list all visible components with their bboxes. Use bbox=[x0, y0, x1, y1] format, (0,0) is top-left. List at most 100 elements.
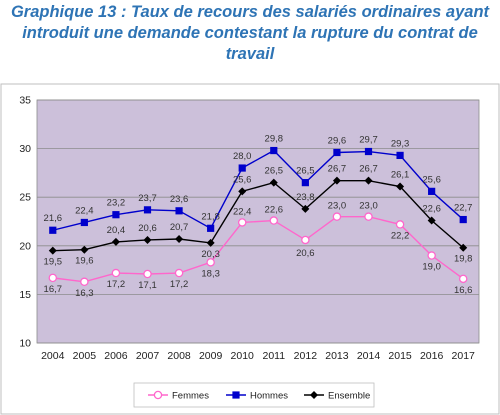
x-tick-label: 2005 bbox=[73, 350, 97, 362]
data-labels: 16,7 16,3 17,2 17,1 17,2 18,3 22,4 22,6 20,6 23,0… bbox=[44, 134, 473, 299]
data-point-ensemble bbox=[459, 243, 468, 252]
data-label-ensemble: 20,4 bbox=[107, 225, 126, 236]
data-point-femmes bbox=[364, 212, 373, 221]
x-tick-label: 2009 bbox=[199, 350, 223, 362]
data-label-ensemble: 19,8 bbox=[454, 254, 473, 265]
data-point-hommes bbox=[364, 147, 373, 156]
series-line-ensemble bbox=[52, 179, 464, 252]
data-point-femmes bbox=[237, 218, 247, 227]
x-tick-label: 2010 bbox=[231, 350, 255, 362]
data-point-femmes bbox=[80, 277, 89, 287]
x-tick-label: 2013 bbox=[325, 350, 349, 362]
data-label-ensemble: 23,8 bbox=[296, 192, 315, 203]
x-tick-label: 2007 bbox=[136, 350, 160, 362]
data-label-hommes: 22,7 bbox=[454, 203, 473, 214]
data-label-ensemble: 22,6 bbox=[422, 204, 441, 215]
y-tick-label: 20 bbox=[19, 240, 31, 252]
data-label-hommes: 23,6 bbox=[170, 194, 189, 205]
data-label-femmes: 22,2 bbox=[391, 230, 410, 241]
legend-box bbox=[133, 382, 375, 408]
x-tick-label: 2006 bbox=[104, 350, 128, 362]
x-tick-label: 2014 bbox=[357, 350, 381, 362]
data-label-femmes: 17,2 bbox=[170, 279, 189, 290]
data-point-femmes bbox=[174, 268, 184, 278]
data-label-hommes: 25,6 bbox=[422, 174, 441, 185]
data-point-femmes bbox=[206, 258, 215, 267]
data-point-ensemble bbox=[238, 187, 247, 196]
data-label-ensemble: 20,3 bbox=[201, 249, 220, 260]
grid bbox=[37, 99, 479, 344]
data-label-ensemble: 26,7 bbox=[328, 164, 347, 175]
data-label-hommes: 23,7 bbox=[138, 193, 157, 204]
data-point-hommes bbox=[238, 164, 246, 172]
data-point-hommes bbox=[333, 148, 341, 157]
data-point-ensemble bbox=[206, 238, 215, 247]
data-label-hommes: 21,6 bbox=[44, 213, 63, 224]
x-tick-label: 2008 bbox=[167, 350, 191, 362]
data-point-femmes bbox=[332, 212, 342, 221]
data-point-hommes bbox=[49, 226, 57, 234]
data-label-ensemble: 19,6 bbox=[75, 256, 94, 267]
data-point-ensemble bbox=[175, 234, 184, 243]
data-point-femmes bbox=[395, 220, 405, 229]
data-label-femmes: 16,3 bbox=[75, 288, 94, 299]
data-label-femmes: 19,0 bbox=[422, 262, 441, 273]
x-tick-label: 2011 bbox=[262, 350, 285, 362]
data-label-hommes: 29,3 bbox=[391, 138, 410, 149]
data-point-ensemble bbox=[48, 246, 57, 255]
legend: Femmes Hommes Ensemble bbox=[148, 391, 370, 402]
data-label-hommes: 29,6 bbox=[328, 135, 347, 146]
data-label-femmes: 17,1 bbox=[138, 280, 157, 291]
x-tick-label: 2012 bbox=[294, 350, 318, 362]
data-point-hommes bbox=[396, 151, 404, 160]
data-label-hommes: 21,8 bbox=[201, 211, 220, 222]
legend-label-femmes: Femmes bbox=[172, 391, 209, 402]
x-tick-label: 2004 bbox=[41, 350, 65, 362]
data-point-femmes bbox=[48, 273, 58, 283]
data-point-femmes bbox=[111, 268, 121, 278]
data-label-hommes: 28,0 bbox=[233, 151, 252, 162]
data-point-ensemble bbox=[80, 245, 89, 254]
data-label-hommes: 23,2 bbox=[107, 198, 126, 209]
series-group bbox=[48, 146, 468, 287]
data-point-femmes bbox=[301, 235, 310, 245]
data-label-femmes: 23,0 bbox=[328, 201, 347, 212]
data-label-ensemble: 26,1 bbox=[391, 170, 410, 181]
data-point-ensemble bbox=[332, 176, 341, 185]
data-label-femmes: 22,6 bbox=[265, 205, 284, 216]
data-label-hommes: 22,4 bbox=[75, 205, 94, 216]
data-point-ensemble bbox=[111, 237, 120, 246]
data-point-hommes bbox=[175, 207, 183, 215]
data-label-ensemble: 19,5 bbox=[44, 257, 63, 268]
data-label-ensemble: 20,7 bbox=[170, 222, 189, 233]
y-tick-label: 35 bbox=[19, 95, 31, 107]
x-axis: 2004 2005 2006 2007 2008 2009 2010 2011 2012 2013… bbox=[41, 350, 475, 362]
x-tick-label: 2017 bbox=[452, 350, 476, 362]
data-label-hommes: 29,8 bbox=[265, 134, 284, 145]
y-axis: 10 15 20 25 30 35 bbox=[19, 95, 31, 350]
chart-title-line-2: introduit une demande contestant la rupt… bbox=[22, 24, 478, 42]
legend-marker-hommes bbox=[232, 391, 240, 399]
data-label-femmes: 17,2 bbox=[107, 279, 126, 290]
data-point-femmes bbox=[143, 269, 152, 279]
data-point-femmes bbox=[458, 274, 468, 284]
data-point-ensemble bbox=[143, 235, 152, 244]
data-label-femmes: 18,3 bbox=[201, 268, 220, 279]
x-tick-label: 2015 bbox=[388, 350, 412, 362]
data-label-femmes: 16,7 bbox=[44, 284, 63, 295]
series-line-femmes bbox=[52, 215, 464, 283]
data-point-ensemble bbox=[396, 182, 405, 191]
legend-label-hommes: Hommes bbox=[250, 391, 288, 402]
legend-marker-ensemble bbox=[310, 391, 318, 399]
data-label-femmes: 23,0 bbox=[359, 201, 378, 212]
data-label-ensemble: 25,6 bbox=[233, 174, 252, 185]
legend-marker-femmes bbox=[153, 390, 163, 400]
data-point-hommes bbox=[301, 179, 309, 187]
data-point-ensemble bbox=[364, 176, 373, 185]
series-line-hommes bbox=[52, 149, 464, 231]
data-label-ensemble: 20,6 bbox=[138, 223, 157, 234]
data-point-hommes bbox=[428, 187, 436, 195]
data-label-femmes: 22,4 bbox=[233, 206, 252, 217]
data-label-ensemble: 26,7 bbox=[359, 164, 378, 175]
y-tick-label: 30 bbox=[19, 143, 31, 155]
